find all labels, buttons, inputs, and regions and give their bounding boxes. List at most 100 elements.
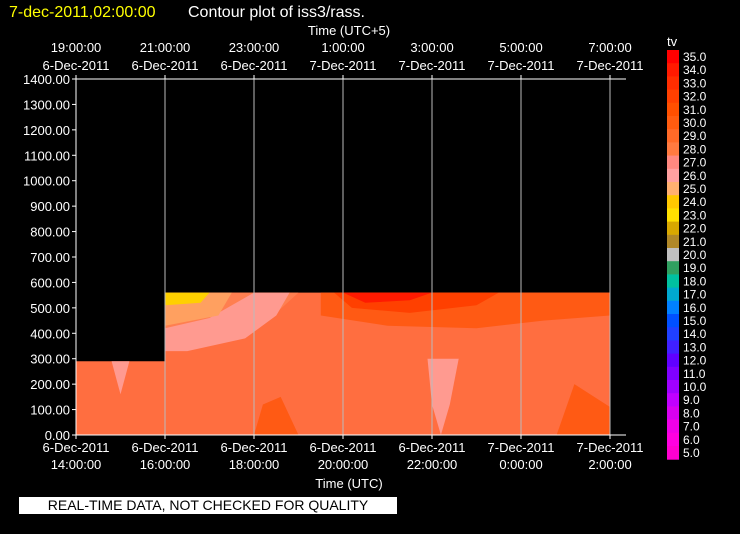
colorbar-swatch xyxy=(667,287,679,302)
colorbar-swatch xyxy=(667,380,679,394)
top-x-axis: 19:00:00 6-Dec-2011 21:00:00 6-Dec-2011 23:0… xyxy=(43,40,643,79)
colorbar-label-value: 23.0 xyxy=(683,208,707,222)
colorbar-label-value: 9.0 xyxy=(683,393,700,407)
y-tick-label: 100.00 xyxy=(30,403,70,418)
colorbar-label-value: 15.0 xyxy=(683,314,707,328)
colorbar-label-value: 10.0 xyxy=(683,380,707,394)
colorbar-swatch xyxy=(667,89,679,104)
colorbar-swatch xyxy=(667,432,679,447)
colorbar-label-value: 35.0 xyxy=(683,50,707,64)
colorbar-swatch xyxy=(667,129,679,143)
top-tick-time: 5:00:00 xyxy=(499,40,542,55)
x-tick-date: 7-Dec-2011 xyxy=(577,440,644,455)
y-tick-label: 300.00 xyxy=(30,352,70,367)
contour-band xyxy=(343,292,432,303)
colorbar-label-value: 25.0 xyxy=(683,182,707,196)
y-tick-label: 700.00 xyxy=(30,250,70,265)
colorbar-swatch xyxy=(667,446,679,460)
x-tick-time: 2:00:00 xyxy=(588,457,631,472)
colorbar-swatch xyxy=(667,50,679,64)
y-tick-label: 0.00 xyxy=(45,428,70,443)
top-tick-date: 7-Dec-2011 xyxy=(399,58,466,73)
colorbar-label-value: 32.0 xyxy=(683,90,707,104)
colorbar-label-value: 16.0 xyxy=(683,301,707,315)
colorbar-label-value: 14.0 xyxy=(683,327,707,341)
contour-fill xyxy=(76,292,610,435)
colorbar-swatch xyxy=(667,274,679,289)
y-tick-label: 1300.00 xyxy=(23,97,70,112)
x-tick-date: 7-Dec-2011 xyxy=(488,440,555,455)
y-tick-label: 500.00 xyxy=(30,301,70,316)
colorbar-label-value: 7.0 xyxy=(683,420,700,434)
colorbar-label-value: 13.0 xyxy=(683,340,707,354)
colorbar-label-value: 11.0 xyxy=(683,367,706,381)
top-tick-date: 7-Dec-2011 xyxy=(310,58,377,73)
top-tick-time: 7:00:00 xyxy=(588,40,631,55)
x-axis-label: Time (UTC) xyxy=(315,476,382,491)
colorbar-swatch xyxy=(667,168,679,183)
colorbar-swatch xyxy=(667,261,679,275)
colorbar-swatch xyxy=(667,393,679,407)
x-tick-time: 22:00:00 xyxy=(407,457,458,472)
x-tick-date: 6-Dec-2011 xyxy=(43,440,110,455)
top-tick-time: 3:00:00 xyxy=(410,40,453,55)
bottom-x-axis: 6-Dec-2011 14:00:00 6-Dec-2011 16:00:00 6-De… xyxy=(43,435,644,472)
colorbar-swatch xyxy=(667,208,679,223)
colorbar-label-value: 33.0 xyxy=(683,76,707,90)
colorbar-label-value: 6.0 xyxy=(683,433,700,447)
y-tick-label: 900.00 xyxy=(30,199,70,214)
top-tick-time: 23:00:00 xyxy=(229,40,280,55)
colorbar-swatch xyxy=(667,248,679,262)
contour-band xyxy=(165,292,290,352)
colorbar-label-value: 28.0 xyxy=(683,142,707,156)
chart-title: Contour plot of iss3/rass. xyxy=(188,4,365,21)
colorbar-label-value: 27.0 xyxy=(683,156,707,170)
colorbar-swatch xyxy=(667,314,679,328)
colorbar-swatch xyxy=(667,63,679,77)
x-tick-time: 18:00:00 xyxy=(229,457,280,472)
top-tick-date: 6-Dec-2011 xyxy=(43,58,110,73)
colorbar-label-value: 31.0 xyxy=(683,103,707,117)
colorbar-swatch xyxy=(667,366,679,381)
colorbar-label-value: 18.0 xyxy=(683,274,707,288)
colorbar-swatch xyxy=(667,102,679,117)
x-tick-date: 6-Dec-2011 xyxy=(132,440,199,455)
x-tick-date: 6-Dec-2011 xyxy=(221,440,288,455)
colorbar-swatch xyxy=(667,340,679,355)
top-tick-time: 21:00:00 xyxy=(140,40,191,55)
x-tick-time: 16:00:00 xyxy=(140,457,191,472)
colorbar-label-value: 30.0 xyxy=(683,116,707,130)
top-tick-date: 6-Dec-2011 xyxy=(221,58,288,73)
y-tick-label: 1200.00 xyxy=(23,123,70,138)
contour-band xyxy=(111,361,130,395)
colorbar-label-value: 20.0 xyxy=(683,248,707,262)
contour-band xyxy=(165,292,210,306)
top-tick-time: 19:00:00 xyxy=(51,40,102,55)
x-tick-date: 6-Dec-2011 xyxy=(310,440,377,455)
y-tick-label: 1100.00 xyxy=(24,148,70,163)
colorbar-label-value: 8.0 xyxy=(683,406,700,420)
y-tick-label: 800.00 xyxy=(30,225,70,240)
x-tick-time: 0:00:00 xyxy=(499,457,542,472)
top-tick-date: 6-Dec-2011 xyxy=(132,58,199,73)
colorbar-swatch xyxy=(667,327,679,341)
y-tick-label: 1000.00 xyxy=(23,174,70,189)
colorbar-swatch xyxy=(667,76,679,91)
colorbar-swatch xyxy=(667,182,679,196)
colorbar-swatch xyxy=(667,116,679,130)
x-tick-time: 14:00:00 xyxy=(51,457,102,472)
colorbar-label-value: 21.0 xyxy=(683,235,707,249)
quality-disclaimer: REAL-TIME DATA, NOT CHECKED FOR QUALITY xyxy=(19,497,397,514)
colorbar-swatch xyxy=(667,195,679,209)
contour-band xyxy=(556,384,610,435)
x-tick-date: 6-Dec-2011 xyxy=(399,440,466,455)
y-axis: 0.00 100.00 200.00 300.00 400.00 500.00 600.00… xyxy=(23,72,76,443)
colorbar: 35.034.033.032.031.030.029.028.027.026.0… xyxy=(667,50,707,460)
colorbar-label-value: 17.0 xyxy=(683,288,707,302)
colorbar-label-value: 5.0 xyxy=(683,446,700,460)
colorbar-label-value: 34.0 xyxy=(683,63,707,77)
colorbar-label-value: 22.0 xyxy=(683,222,707,236)
colorbar-label-value: 26.0 xyxy=(683,169,707,183)
colorbar-label: tv xyxy=(667,34,678,49)
